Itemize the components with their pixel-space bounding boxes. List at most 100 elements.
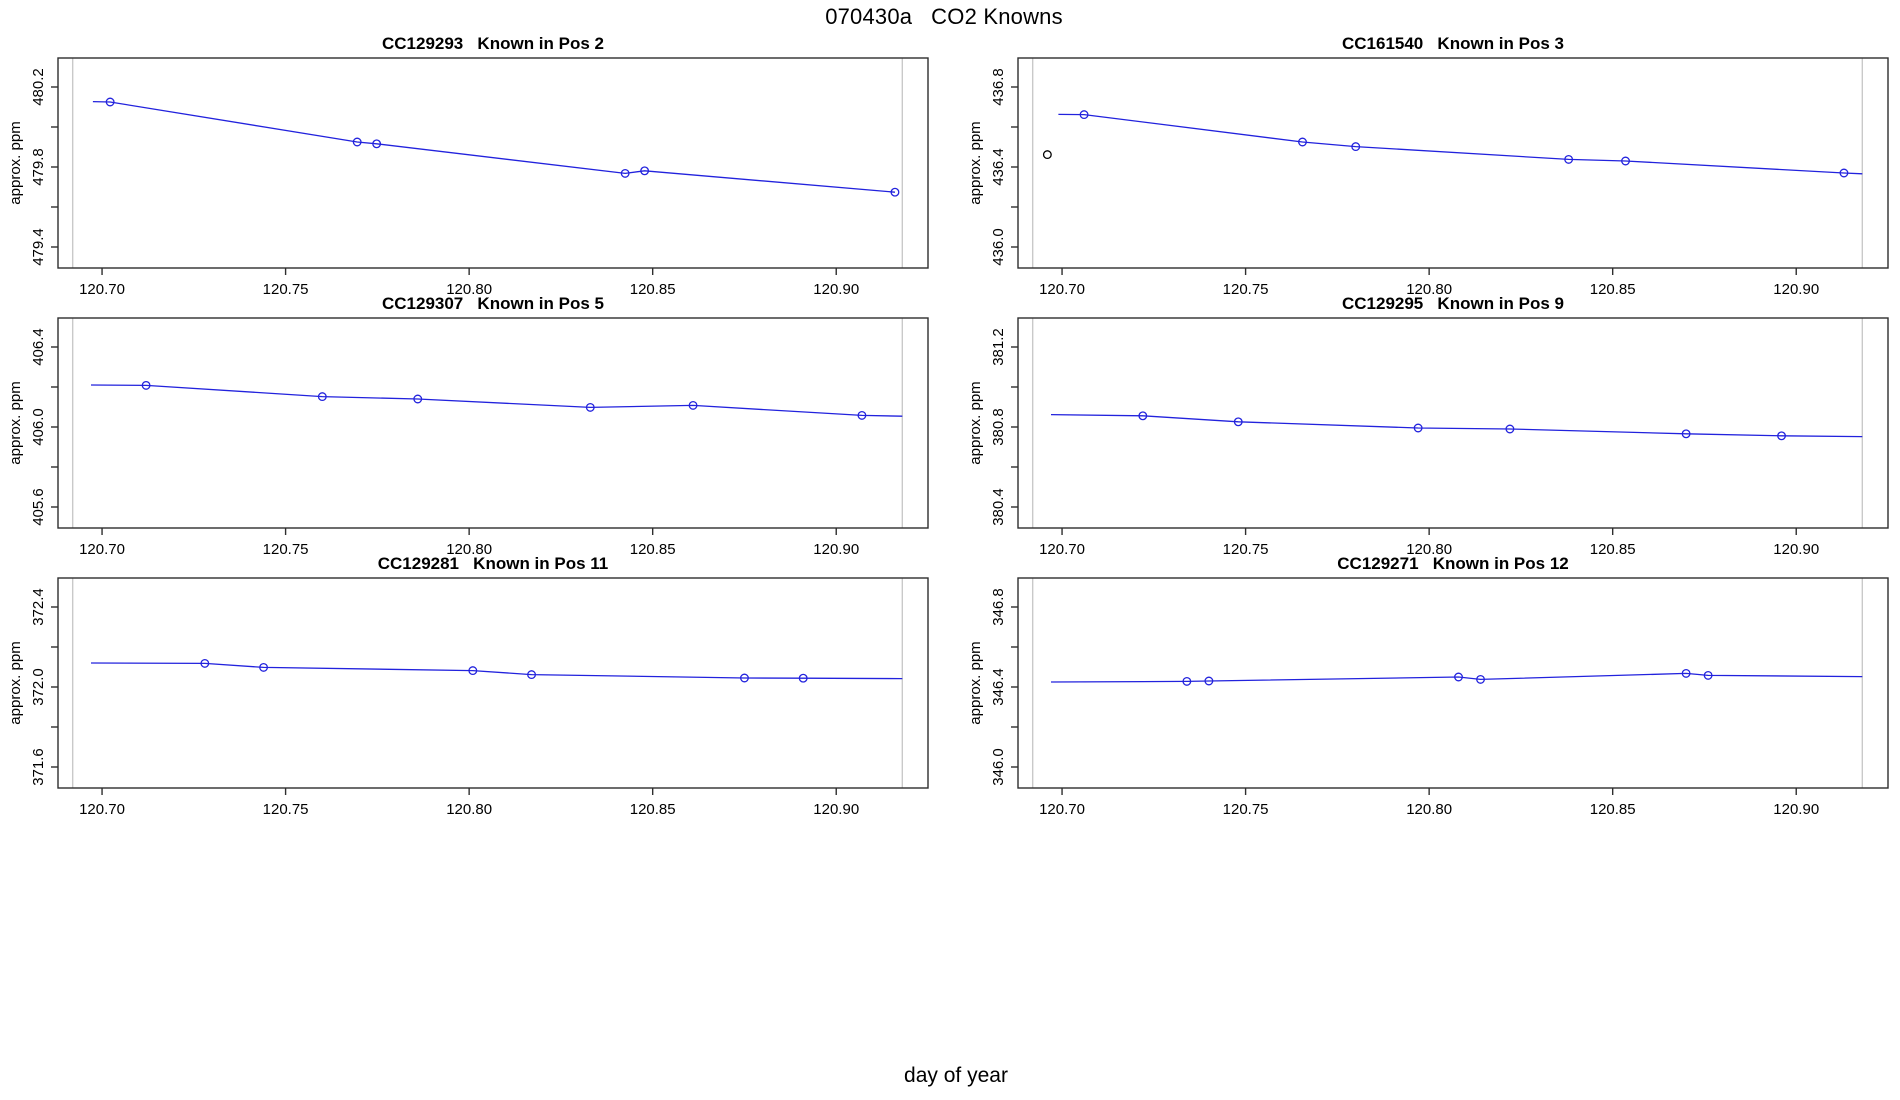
series-line — [90, 662, 903, 680]
y-axis-label: approx. ppm — [967, 121, 984, 204]
y-axis-label: approx. ppm — [7, 121, 24, 204]
plot-box — [1017, 577, 1889, 789]
data-point — [1564, 154, 1574, 164]
data-point — [141, 380, 151, 390]
outlier-point — [1042, 150, 1052, 160]
y-tick-label: 346.0 — [990, 748, 1007, 786]
data-point — [317, 392, 327, 402]
y-tick-label: 381.2 — [990, 328, 1007, 366]
y-tick-label: 371.6 — [30, 748, 47, 786]
data-point — [1351, 142, 1361, 152]
x-tick-label: 120.75 — [263, 801, 309, 818]
x-tick-label: 120.80 — [1406, 541, 1452, 558]
data-point — [1839, 168, 1849, 178]
data-point — [352, 137, 362, 147]
series-line — [1050, 413, 1863, 438]
data-point — [1681, 668, 1691, 678]
data-point — [468, 666, 478, 676]
x-tick-label: 120.85 — [630, 281, 676, 298]
x-tick-label: 120.85 — [1590, 281, 1636, 298]
plot-title: CC129281 Known in Pos 11 — [378, 554, 609, 573]
x-tick-label: 120.75 — [263, 541, 309, 558]
data-point — [1204, 676, 1214, 686]
y-tick-label: 436.8 — [990, 68, 1007, 106]
data-point — [1703, 670, 1713, 680]
x-tick-label: 120.70 — [1039, 801, 1085, 818]
data-point — [200, 658, 210, 668]
plot-title: CC129271 Known in Pos 12 — [1337, 554, 1568, 573]
x-tick-label: 120.90 — [813, 281, 859, 298]
x-tick-label: 120.70 — [79, 281, 125, 298]
data-point — [640, 166, 650, 176]
plot-box — [57, 577, 929, 789]
x-tick-label: 120.75 — [263, 281, 309, 298]
plot-title: CC161540 Known in Pos 3 — [1342, 34, 1564, 53]
data-point — [413, 394, 423, 404]
data-point — [527, 670, 536, 680]
x-tick-label: 120.90 — [813, 801, 859, 818]
y-axis-label: approx. ppm — [967, 641, 984, 724]
x-tick-label: 120.85 — [1590, 541, 1636, 558]
x-tick-label: 120.90 — [1773, 541, 1819, 558]
y-axis-label: approx. ppm — [967, 381, 984, 464]
series-line — [92, 100, 896, 193]
y-tick-label: 380.4 — [990, 488, 1007, 526]
y-tick-label: 480.2 — [30, 68, 47, 106]
x-tick-label: 120.80 — [446, 541, 492, 558]
data-point — [890, 187, 900, 197]
plot-title: CC129295 Known in Pos 9 — [1342, 294, 1564, 313]
y-tick-label: 406.4 — [30, 328, 47, 366]
data-point — [1079, 110, 1089, 120]
x-tick-label: 120.75 — [1223, 281, 1269, 298]
x-tick-label: 120.80 — [1406, 801, 1452, 818]
plot-box — [57, 317, 929, 529]
data-point — [740, 673, 749, 683]
plot-box — [1017, 317, 1889, 529]
data-point — [620, 168, 630, 178]
series-line — [1058, 113, 1863, 175]
data-point — [1182, 676, 1192, 686]
data-point — [798, 673, 808, 683]
x-tick-label: 120.90 — [1773, 281, 1819, 298]
data-point — [585, 402, 595, 412]
plot-box — [57, 57, 929, 269]
data-point — [1298, 137, 1307, 147]
y-tick-label: 406.0 — [30, 408, 47, 446]
y-tick-label: 479.4 — [30, 228, 47, 266]
x-tick-label: 120.80 — [446, 801, 492, 818]
x-tick-label: 120.90 — [1773, 801, 1819, 818]
plot-title: CC129293 Known in Pos 2 — [382, 34, 604, 53]
x-tick-label: 120.85 — [630, 541, 676, 558]
y-tick-label: 346.8 — [990, 588, 1007, 626]
y-tick-label: 405.6 — [30, 488, 47, 526]
y-tick-label: 372.0 — [30, 668, 47, 706]
plot-title: CC129307 Known in Pos 5 — [382, 294, 604, 313]
data-point — [688, 400, 698, 410]
y-tick-label: 380.8 — [990, 408, 1007, 446]
data-point — [1476, 674, 1485, 684]
y-axis-label: approx. ppm — [7, 641, 24, 724]
data-point — [1505, 424, 1515, 434]
data-point — [857, 410, 867, 420]
y-tick-label: 372.4 — [30, 588, 47, 626]
x-tick-label: 120.80 — [1406, 281, 1452, 298]
x-tick-label: 120.85 — [1590, 801, 1636, 818]
data-point — [105, 97, 115, 107]
main-title-text: 070430a CO2 Knowns — [825, 4, 1063, 29]
x-tick-label: 120.80 — [446, 281, 492, 298]
x-tick-label: 120.85 — [630, 801, 676, 818]
x-tick-label: 120.70 — [79, 801, 125, 818]
data-point — [1621, 156, 1630, 166]
x-tick-label: 120.90 — [813, 541, 859, 558]
y-axis-label: approx. ppm — [7, 381, 24, 464]
main-title: 070430a CO2 Knowns — [0, 4, 1900, 30]
y-tick-label: 436.0 — [990, 228, 1007, 266]
x-tick-label: 120.70 — [1039, 541, 1085, 558]
data-point — [1413, 423, 1423, 433]
x-axis-global-label: day of year — [904, 1064, 1008, 1087]
series-line — [90, 384, 903, 417]
data-point — [372, 139, 382, 149]
x-tick-label: 120.75 — [1223, 541, 1269, 558]
